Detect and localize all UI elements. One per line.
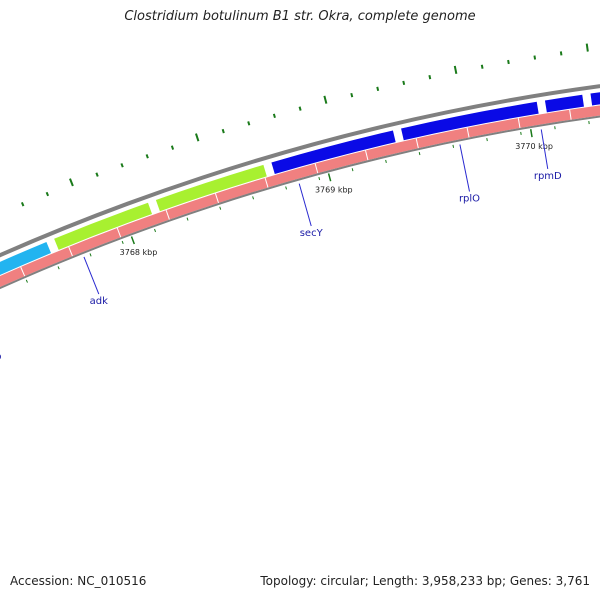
- scale-tick-label: 3768 kbp: [120, 248, 158, 257]
- gene-track: [0, 105, 600, 290]
- outer-tick-dot: [376, 86, 380, 92]
- scale-tick: [327, 173, 332, 182]
- outer-tick-dot: [221, 128, 225, 134]
- gene-label: map: [0, 352, 2, 363]
- outer-tick-dot: [170, 145, 175, 150]
- gene-labels: infACLD_1047mapadksecYrplOrpmDrpsErplRrp…: [0, 129, 562, 363]
- outer-tick-dot: [45, 191, 50, 197]
- minor-tick: [252, 196, 254, 200]
- minor-tick: [89, 253, 92, 257]
- minor-tick: [219, 206, 222, 210]
- minor-tick: [186, 217, 189, 221]
- minor-tick: [285, 186, 287, 190]
- gene-leader-line: [298, 183, 312, 227]
- minor-tick: [486, 138, 488, 142]
- minor-tick: [25, 279, 28, 283]
- gene-band-separator: [264, 177, 269, 188]
- minor-tick: [154, 228, 157, 233]
- scale-tick: [130, 236, 135, 245]
- gene-band-separator: [569, 109, 572, 120]
- gene-band-separator: [20, 266, 26, 277]
- minor-tick: [385, 159, 387, 163]
- outer-tick-dot: [507, 59, 510, 65]
- minor-tick: [318, 176, 321, 181]
- gene-band-separator: [68, 246, 73, 257]
- minor-tick: [520, 131, 522, 135]
- cds-arrow: [54, 202, 153, 250]
- gene-band: [0, 105, 600, 288]
- gene-label: adk: [90, 296, 108, 307]
- cds-arrow: [0, 241, 52, 275]
- minor-tick: [121, 240, 124, 245]
- outer-tick-dot: [20, 201, 25, 207]
- outer-tick-dot: [480, 64, 484, 69]
- outer-tick-dot: [145, 154, 149, 159]
- genome-summary-text: Topology: circular; Length: 3,958,233 bp…: [260, 574, 590, 588]
- minor-tick: [452, 144, 455, 148]
- outer-tick-dot: [350, 92, 354, 98]
- inner-line: [0, 115, 600, 290]
- gene-band-separator: [415, 138, 419, 149]
- gene-label: secY: [300, 228, 324, 239]
- outer-tick-dots: [20, 43, 589, 207]
- accession-text: Accession: NC_010516: [10, 574, 147, 588]
- outer-tick-dot: [533, 55, 537, 60]
- outer-tick-dot: [453, 65, 458, 74]
- scale-tick: [529, 129, 533, 138]
- gene-label: rplO: [459, 194, 480, 205]
- gene-label: rpmD: [534, 171, 562, 182]
- minor-tick: [351, 168, 354, 172]
- outer-tick-dot: [120, 163, 124, 168]
- cds-arrow: [401, 101, 539, 141]
- outer-tick-dot: [69, 178, 74, 187]
- backbone-line: [0, 84, 600, 258]
- outer-tick-dot: [298, 106, 302, 111]
- gene-band-separator: [116, 227, 122, 238]
- cds-arrow: [271, 130, 396, 175]
- gene-band-separator: [466, 127, 470, 138]
- scale-tick-label: 3769 kbp: [315, 186, 353, 195]
- gene-band-separator: [165, 209, 170, 220]
- outer-tick-dot: [195, 133, 200, 142]
- gene-band-separator: [517, 118, 521, 129]
- minor-tick: [57, 266, 60, 270]
- cds-arrow: [544, 94, 584, 113]
- genome-title: Clostridium botulinum B1 str. Okra, comp…: [124, 9, 476, 24]
- outer-tick-dot: [95, 172, 99, 177]
- gene-leader-line: [83, 256, 100, 295]
- outer-tick-dot: [247, 121, 251, 126]
- outer-tick-dot: [585, 43, 589, 52]
- gene-leader-line: [459, 144, 470, 192]
- outer-tick-dot: [402, 80, 406, 86]
- cds-track: [0, 92, 600, 275]
- gene-band-separator: [365, 150, 369, 161]
- backbone-arc: [0, 84, 600, 258]
- outer-tick-dot: [272, 113, 276, 119]
- minor-tick: [418, 152, 421, 156]
- gene-band-separator: [314, 163, 319, 174]
- gene-leader-line: [540, 129, 549, 169]
- scale-tick-label: 3770 kbp: [515, 142, 553, 151]
- gene-band-separator: [214, 193, 219, 204]
- outer-tick-dot: [559, 51, 563, 56]
- cds-arrow: [590, 92, 600, 106]
- outer-tick-dot: [428, 75, 432, 80]
- outer-tick-dot: [323, 95, 328, 104]
- cds-arrow: [155, 164, 267, 212]
